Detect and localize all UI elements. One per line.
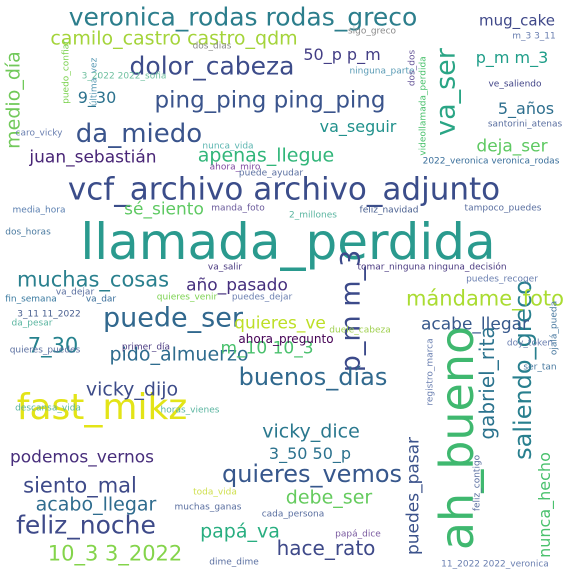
cloud-word: ser_tan bbox=[523, 362, 557, 373]
cloud-word: manda_foto bbox=[211, 203, 265, 214]
cloud-word: 3_2022 2022_sofia bbox=[81, 71, 167, 82]
cloud-word: va_seguir bbox=[319, 117, 397, 136]
cloud-word: 10_3 3_2022 bbox=[47, 541, 183, 566]
cloud-word: 50_p p_m bbox=[303, 45, 381, 64]
cloud-word: feliz_navidad bbox=[359, 205, 419, 216]
cloud-word: dos_dias bbox=[192, 41, 232, 52]
cloud-word: última_vez bbox=[89, 57, 100, 107]
cloud-word: tampoco_puedes bbox=[464, 203, 542, 214]
cloud-word: fast_mikz bbox=[16, 387, 188, 428]
cloud-word: vicky_dice bbox=[262, 420, 360, 443]
cloud-word: horas_vienes bbox=[160, 405, 220, 416]
cloud-word: p_m m_3 bbox=[475, 48, 549, 67]
cloud-word: sé_siento bbox=[124, 199, 204, 220]
cloud-word: cada_persona bbox=[261, 509, 325, 520]
cloud-word: siento_mal bbox=[23, 473, 137, 498]
cloud-word: m_3 3_11 bbox=[512, 31, 556, 42]
cloud-word: 11_2022 2022_veronica bbox=[441, 559, 549, 570]
cloud-word: ahora_miro bbox=[209, 162, 261, 173]
cloud-word: quieres_vemos bbox=[221, 460, 403, 488]
cloud-word: ninguna_parte bbox=[349, 66, 415, 77]
cloud-word: apenas_llegue bbox=[197, 144, 335, 167]
cloud-word: papá_va bbox=[200, 520, 280, 543]
cloud-word: debe_ser bbox=[285, 486, 373, 509]
cloud-word: va_ser bbox=[430, 48, 462, 136]
cloud-word: mug_cake bbox=[479, 11, 555, 30]
cloud-word: 5_años bbox=[497, 99, 555, 118]
cloud-word: nunca_hecho bbox=[535, 452, 554, 558]
cloud-word: nunca_vida bbox=[202, 141, 254, 152]
cloud-word: puedes_pasar bbox=[403, 436, 424, 556]
cloud-word: veronica_rodas rodas_greco bbox=[68, 2, 418, 32]
cloud-word: deja_ser bbox=[476, 136, 548, 157]
cloud-word: duele_cabeza bbox=[329, 325, 391, 336]
cloud-word: 2_millones bbox=[289, 210, 337, 221]
cloud-word: podemos_vernos bbox=[9, 447, 155, 468]
cloud-word: quieres_puedes bbox=[9, 345, 81, 356]
cloud-word: fin_semana bbox=[5, 294, 57, 305]
cloud-word: videollamada_perdida bbox=[418, 56, 429, 156]
cloud-word: buenos_días bbox=[238, 363, 388, 391]
cloud-word: hace_rato bbox=[276, 536, 376, 560]
cloud-word: sigo_greco bbox=[347, 26, 397, 37]
cloud-word: descansa_vida bbox=[15, 403, 81, 414]
cloud-word: vicky_dijo bbox=[85, 378, 179, 401]
cloud-word: primer_día bbox=[121, 342, 171, 353]
cloud-word: quieres_ve bbox=[234, 313, 326, 334]
cloud-word: ahora_pregunto bbox=[238, 332, 334, 346]
cloud-word: ojalá_pueda bbox=[549, 300, 560, 356]
cloud-word: dos_dos bbox=[407, 49, 418, 87]
cloud-word: puede_ayudar bbox=[238, 168, 304, 179]
cloud-word: 3_11 11_2022 bbox=[17, 309, 81, 320]
cloud-word: va_salir bbox=[207, 262, 243, 273]
cloud-word: dolor_cabeza bbox=[129, 51, 295, 81]
cloud-word: acabo_llegar bbox=[35, 493, 157, 516]
cloud-word: dime_dime bbox=[209, 557, 259, 568]
cloud-word: puedes_dejar bbox=[231, 292, 293, 303]
cloud-word: ve_saliendo bbox=[488, 79, 542, 90]
cloud-word: puede_ser bbox=[103, 302, 243, 334]
cloud-word: acabe_llegar bbox=[420, 314, 530, 335]
cloud-word: mándame_foto bbox=[405, 286, 565, 311]
cloud-word: llamada_perdida bbox=[80, 213, 496, 271]
cloud-word: dos_horas bbox=[5, 227, 51, 238]
cloud-word: doy_token bbox=[506, 338, 554, 349]
cloud-word: 3_50 50_p bbox=[268, 444, 352, 463]
cloud-word: 7_30 bbox=[27, 333, 79, 358]
cloud-word: papá_dice bbox=[335, 529, 381, 540]
cloud-word: da_pesar bbox=[11, 318, 53, 329]
cloud-word: caro_vicky bbox=[15, 128, 63, 139]
cloud-word: pido_almuerzo bbox=[109, 343, 249, 366]
cloud-word: gabriel_rita bbox=[475, 326, 499, 440]
cloud-word: 9_30 bbox=[77, 88, 117, 107]
cloud-word: muchas_cosas bbox=[16, 267, 170, 292]
cloud-word: juan_sebastián bbox=[29, 147, 157, 168]
cloud-word: ah_bueno bbox=[430, 325, 484, 551]
cloud-word: m_10 10_3 bbox=[220, 338, 314, 359]
cloud-word: va_dar bbox=[85, 294, 117, 305]
cloud-word: quieres_venir bbox=[156, 292, 218, 303]
cloud-word: año_pasado bbox=[186, 275, 288, 296]
cloud-word: camilo_castro castro_qdm bbox=[50, 27, 298, 50]
cloud-word: vcf_archivo archivo_adjunto bbox=[67, 171, 501, 208]
cloud-word: va_dejar bbox=[55, 287, 95, 298]
cloud-word: tomar_ninguna ninguna_decisión bbox=[357, 262, 507, 273]
cloud-word: feliz_contigo bbox=[472, 454, 483, 512]
cloud-word: puedo_confiar bbox=[61, 40, 72, 104]
cloud-word: da_miedo bbox=[75, 119, 203, 149]
cloud-word: toda_vida bbox=[193, 487, 237, 498]
cloud-word: registro_marca bbox=[425, 338, 436, 406]
cloud-word: 2022_veronica veronica_rodas bbox=[422, 156, 560, 167]
cloud-word: feliz_noche bbox=[16, 510, 156, 540]
cloud-word: ping_ping ping_ping bbox=[154, 87, 386, 114]
cloud-word: puedes_recoger bbox=[466, 274, 538, 285]
cloud-word: media_hora bbox=[12, 205, 66, 216]
cloud-word: santorini_atenas bbox=[487, 119, 563, 130]
cloud-word: muchas_ganas bbox=[174, 502, 242, 513]
